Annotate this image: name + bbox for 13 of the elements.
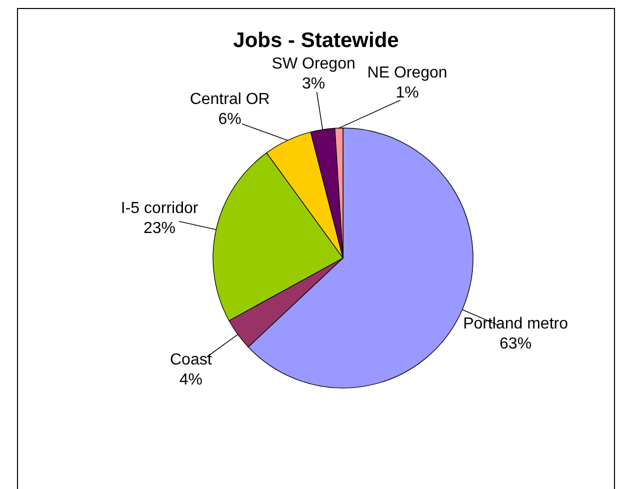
chart-title: Jobs - Statewide (232, 29, 400, 53)
slice-label: Coast (170, 352, 212, 369)
slice-label: I-5 corridor (120, 200, 199, 217)
slice-label: Central OR (190, 90, 270, 108)
data-label: 63% (500, 336, 532, 353)
slice-label: NE Oregon (367, 64, 448, 82)
slice-label: SW Oregon (272, 55, 356, 72)
data-label: 1% (396, 84, 419, 102)
data-label: 23% (144, 220, 176, 237)
slice-label: Portland metro (463, 316, 568, 333)
data-label: 3% (302, 75, 326, 92)
data-label: 4% (179, 372, 202, 389)
data-label: 6% (218, 110, 242, 128)
